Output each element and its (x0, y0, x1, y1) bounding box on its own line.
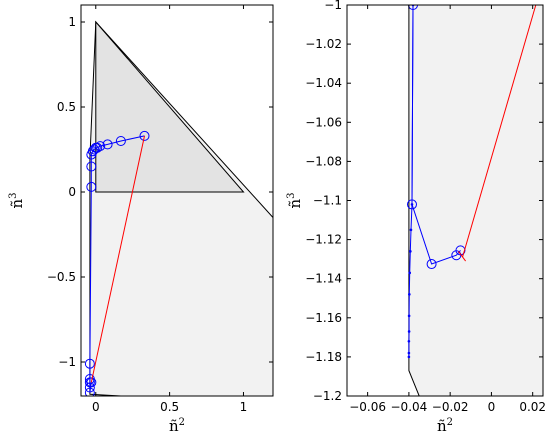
data-point (407, 339, 411, 343)
y-tick-label: −1 (324, 0, 342, 12)
data-point (86, 161, 97, 172)
x-tick-label: −0.02 (432, 400, 469, 414)
chart-panel-1: 0 0.5 1 −1 −0.5 0 0.5 1 ñ2 ñ3 (8, 4, 274, 435)
x-tick-label: 1 (240, 400, 248, 414)
x-tick-label: 0.5 (160, 400, 179, 414)
x-axis-label-sup: 2 (179, 417, 185, 428)
axes-frame (80, 4, 274, 397)
x-tick-label: 0 (488, 400, 496, 414)
x-axis-label: ñ2 (437, 417, 453, 435)
y-axis-label-sup: 3 (286, 192, 297, 198)
y-tick-label: −1.06 (305, 115, 342, 129)
y-tick-label: −1.04 (305, 76, 342, 90)
y-tick-label: −1.12 (305, 233, 342, 247)
y-tick-label: −1.08 (305, 154, 342, 168)
data-point (95, 141, 106, 152)
x-axis-label: ñ2 (169, 417, 185, 435)
data-point (86, 149, 97, 160)
series-line-2 (90, 135, 145, 383)
data-point (407, 330, 411, 333)
x-tick-label: 0 (92, 400, 100, 414)
data-point (84, 358, 95, 369)
data-point (407, 351, 411, 355)
data-point (84, 387, 95, 396)
data-point (89, 144, 100, 155)
y-tick-label: 0.5 (57, 100, 76, 114)
y-axis-label: ñ3 (8, 192, 26, 208)
y-tick-label: −1.16 (305, 311, 342, 325)
data-point (409, 228, 413, 232)
x-tick-label: −0.04 (391, 400, 428, 414)
y-tick-label: 1 (68, 15, 76, 29)
data-point (84, 382, 95, 393)
series-line-1 (89, 135, 145, 393)
data-point (407, 355, 411, 359)
y-tick-label: −1.2 (313, 389, 342, 403)
data-point (102, 139, 113, 150)
data-point (410, 203, 414, 206)
series-line-4 (457, 251, 467, 262)
data-point (407, 314, 411, 318)
series-line-3 (462, 5, 537, 258)
y-tick-label: −1.14 (305, 272, 342, 286)
y-tick-label: −1.02 (305, 37, 342, 51)
y-tick-label: −1 (58, 355, 76, 369)
y-tick-label: −1.18 (305, 350, 342, 364)
y-tick-label: −0.5 (47, 270, 76, 284)
data-point (408, 271, 412, 275)
simplex-region (95, 20, 245, 193)
data-point (86, 181, 97, 192)
data-point (426, 259, 437, 270)
data-point (408, 293, 411, 296)
data-point (409, 250, 412, 253)
y-axis-label-sup: 3 (8, 192, 19, 198)
data-point (139, 130, 150, 141)
plot-area (84, 20, 273, 396)
x-tick-label: −0.06 (349, 400, 386, 414)
feasible-region (408, 5, 543, 396)
data-point (86, 377, 97, 388)
plot-area (406, 5, 543, 396)
y-axis-label: ñ3 (286, 192, 304, 208)
chart-panel-2: −0.06 −0.04 −0.02 0 0.02 −1.2 −1.18 −1.16 −1.14 −… (286, 0, 546, 435)
y-tick-label: 0 (68, 185, 76, 199)
x-tick-label: 0.02 (519, 400, 546, 414)
x-axis-label-sup: 2 (447, 417, 453, 428)
data-point (115, 136, 126, 146)
y-tick-label: −1.1 (313, 194, 342, 208)
